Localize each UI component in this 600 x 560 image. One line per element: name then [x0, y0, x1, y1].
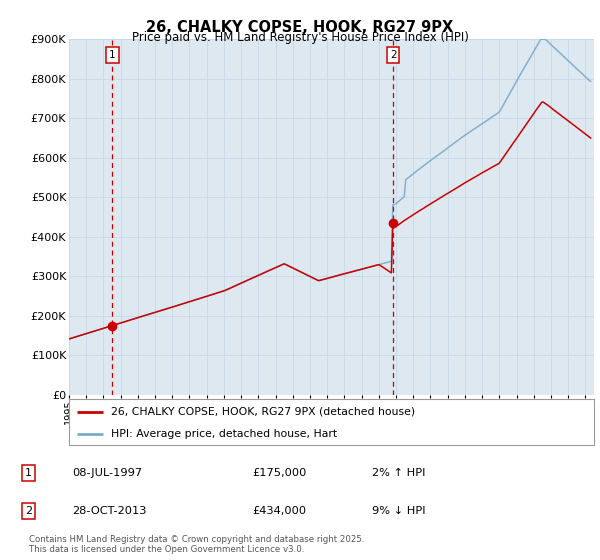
- Text: 28-OCT-2013: 28-OCT-2013: [72, 506, 146, 516]
- Text: Price paid vs. HM Land Registry's House Price Index (HPI): Price paid vs. HM Land Registry's House …: [131, 31, 469, 44]
- Text: £175,000: £175,000: [252, 468, 307, 478]
- Text: 2: 2: [25, 506, 32, 516]
- Text: £434,000: £434,000: [252, 506, 306, 516]
- Text: 2: 2: [390, 50, 397, 60]
- Text: 1: 1: [25, 468, 32, 478]
- Text: 26, CHALKY COPSE, HOOK, RG27 9PX: 26, CHALKY COPSE, HOOK, RG27 9PX: [146, 20, 454, 35]
- Text: HPI: Average price, detached house, Hart: HPI: Average price, detached house, Hart: [111, 429, 337, 438]
- Text: Contains HM Land Registry data © Crown copyright and database right 2025.
This d: Contains HM Land Registry data © Crown c…: [29, 535, 364, 554]
- Text: 9% ↓ HPI: 9% ↓ HPI: [372, 506, 425, 516]
- Text: 26, CHALKY COPSE, HOOK, RG27 9PX (detached house): 26, CHALKY COPSE, HOOK, RG27 9PX (detach…: [111, 407, 415, 417]
- Text: 08-JUL-1997: 08-JUL-1997: [72, 468, 142, 478]
- Text: 2% ↑ HPI: 2% ↑ HPI: [372, 468, 425, 478]
- Text: 1: 1: [109, 50, 116, 60]
